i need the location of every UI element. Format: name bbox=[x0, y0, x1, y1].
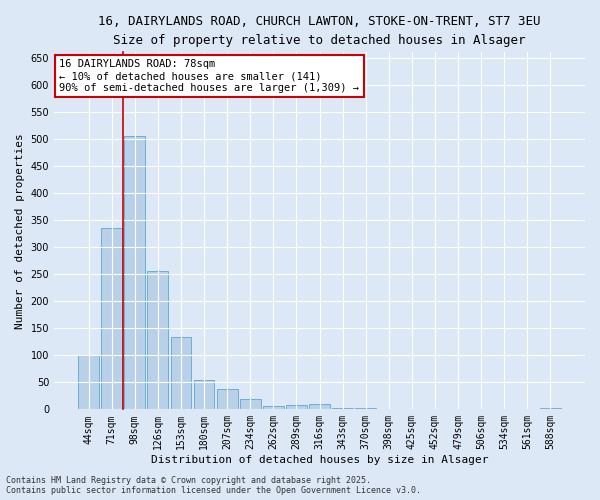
Bar bbox=[240, 398, 260, 409]
Bar bbox=[148, 272, 168, 409]
Bar bbox=[263, 406, 284, 409]
Bar bbox=[78, 355, 99, 410]
Text: 16 DAIRYLANDS ROAD: 78sqm
← 10% of detached houses are smaller (141)
90% of semi: 16 DAIRYLANDS ROAD: 78sqm ← 10% of detac… bbox=[59, 60, 359, 92]
Bar bbox=[101, 228, 122, 410]
Bar bbox=[194, 380, 214, 410]
Y-axis label: Number of detached properties: Number of detached properties bbox=[15, 133, 25, 328]
Bar bbox=[124, 136, 145, 409]
Bar bbox=[170, 338, 191, 409]
Bar bbox=[355, 408, 376, 410]
Bar bbox=[217, 389, 238, 409]
Bar bbox=[309, 404, 330, 409]
Bar bbox=[286, 405, 307, 409]
Text: Contains HM Land Registry data © Crown copyright and database right 2025.
Contai: Contains HM Land Registry data © Crown c… bbox=[6, 476, 421, 495]
X-axis label: Distribution of detached houses by size in Alsager: Distribution of detached houses by size … bbox=[151, 455, 488, 465]
Bar bbox=[540, 408, 561, 410]
Bar bbox=[332, 408, 353, 410]
Bar bbox=[379, 409, 399, 410]
Title: 16, DAIRYLANDS ROAD, CHURCH LAWTON, STOKE-ON-TRENT, ST7 3EU
Size of property rel: 16, DAIRYLANDS ROAD, CHURCH LAWTON, STOK… bbox=[98, 15, 541, 47]
